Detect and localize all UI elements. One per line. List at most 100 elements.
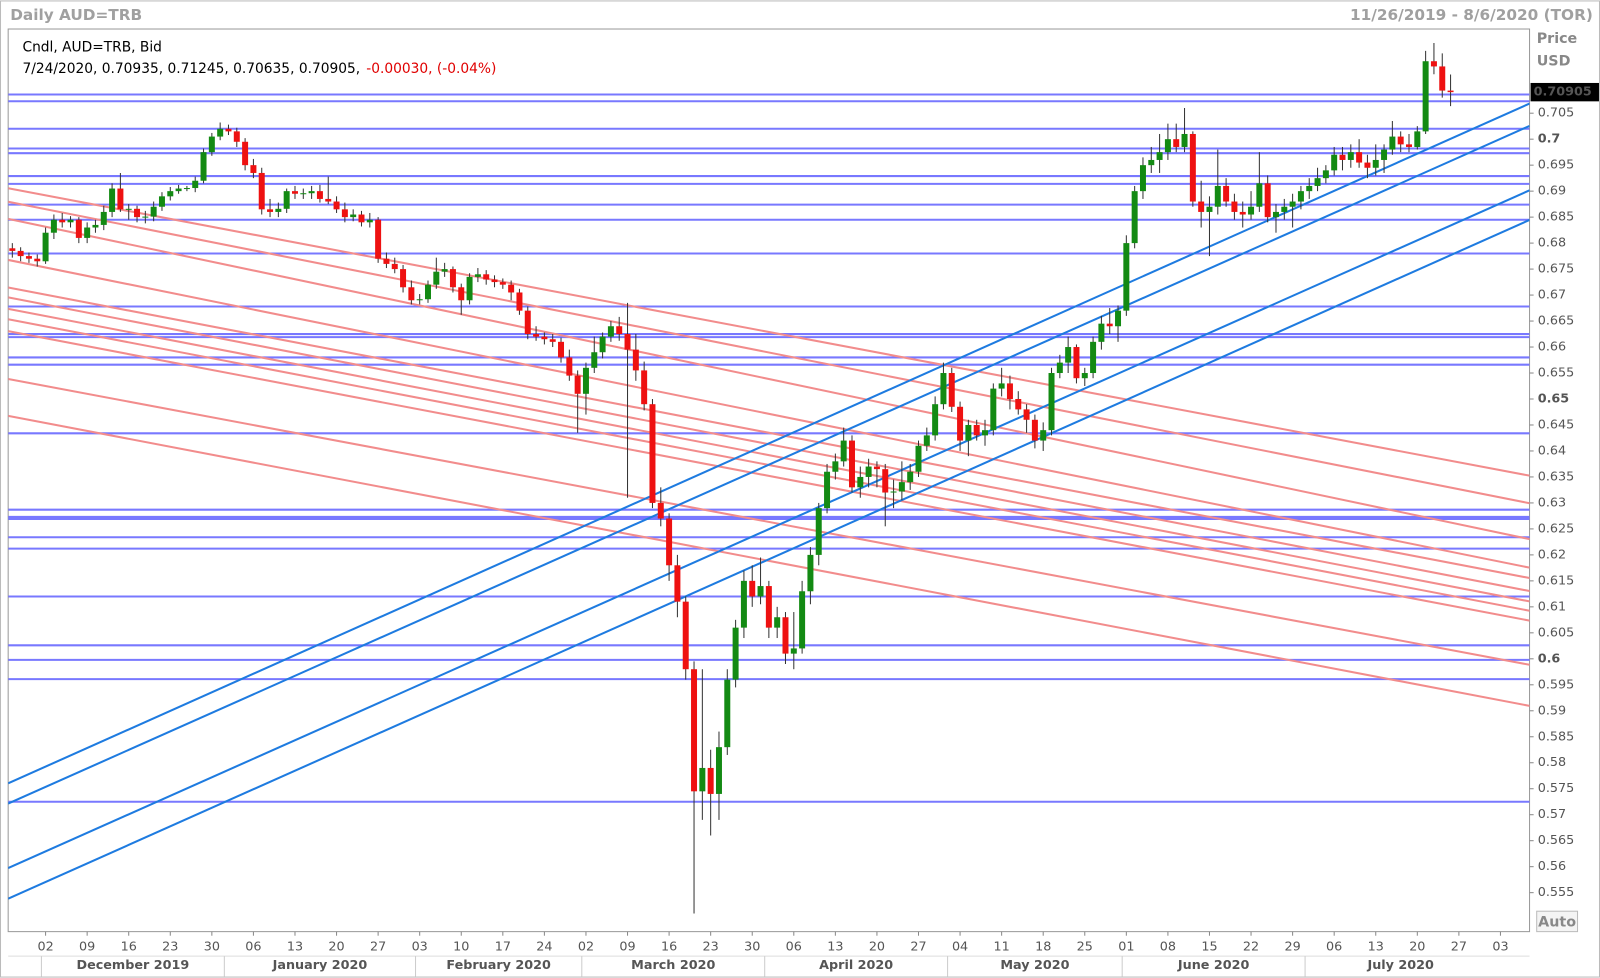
candle-body [582,367,589,394]
candle-body [491,279,498,283]
y-tick-label: 0.675 [1538,262,1575,277]
y-tick-label: 0.585 [1538,729,1575,744]
trend-line [8,124,1530,805]
candle-body [167,191,174,197]
trend-line [8,189,1530,869]
y-tick-label: 0.69 [1538,184,1566,199]
x-tick-label: 24 [536,939,552,954]
y-tick-label: 0.705 [1538,106,1575,121]
x-tick-label: 10 [453,939,469,954]
candle-body [1156,152,1163,160]
candle-body [1048,373,1055,431]
x-tick-label: 27 [370,939,386,954]
candle-body [699,767,706,792]
candle-body [782,617,789,654]
y-tick-label: 0.67 [1538,288,1566,303]
candle-body [291,191,298,194]
candle-body [965,424,972,441]
legend-title: Cndl, AUD=TRB, Bid [22,39,161,55]
candle-body [516,292,523,311]
candle-body [300,193,307,195]
y-tick-label: 0.56 [1538,859,1566,874]
y-tick-label: 0.65 [1538,391,1569,406]
candle-body [449,269,456,288]
x-tick-label: 17 [495,939,511,954]
candle-body [1397,136,1404,145]
month-label: February 2020 [446,958,551,973]
candle-body [466,276,473,301]
candle-body [217,128,224,137]
candle-body [632,349,639,371]
trend-line [8,330,1530,622]
candle-body [1098,323,1105,342]
candle-body [932,404,939,436]
candle-body [558,341,565,358]
x-tick-label: 30 [744,939,760,954]
candle-body [84,227,91,238]
auto-button[interactable] [1536,910,1579,933]
x-tick-label: 11 [994,939,1010,954]
y-tick-label: 0.615 [1538,573,1575,588]
candle-body [100,211,107,225]
candle-body [508,284,515,293]
candle-body [242,141,249,166]
candle-body [283,191,290,209]
candle-body [749,580,756,597]
month-label: December 2019 [77,958,190,973]
x-tick-label: 23 [703,939,719,954]
candle-body [366,219,373,223]
candle-body [1347,152,1354,160]
candle-body [125,208,132,210]
y-tick-label: 0.655 [1538,366,1575,381]
candle-body [1198,201,1205,212]
y-tick-label: 0.61 [1538,599,1566,614]
trend-line [8,258,1530,569]
candle-body [1031,419,1038,441]
x-tick-label: 16 [121,939,137,954]
candle-body [416,299,423,301]
candle-body [59,219,66,223]
candle-body [350,214,357,218]
candles [9,43,1454,914]
auto-button-label[interactable]: Auto [1538,914,1576,930]
candle-body [333,201,340,210]
candle-body [1331,154,1338,171]
candle-body [1131,191,1138,244]
candle-body [183,188,190,190]
x-tick-label: 20 [328,939,344,954]
candle-body [358,214,365,223]
candle-body [840,440,847,462]
candle-body [1164,139,1171,153]
trend-line [8,200,1530,505]
month-label: January 2020 [272,958,368,973]
candle-body [882,469,889,493]
candle-body [898,482,905,492]
y-tick-label: 0.575 [1538,781,1575,796]
candle-body [799,591,806,649]
x-tick-label: 09 [619,939,635,954]
candle-body [1364,162,1371,168]
candle-body [499,282,506,285]
candle-body [591,352,598,368]
candle-body [907,471,914,483]
x-tick-label: 13 [1368,939,1384,954]
candle-body [1314,178,1321,186]
candle-body [483,274,490,280]
x-tick-label: 06 [786,939,802,954]
candle-body [790,648,797,654]
candle-body [873,466,880,470]
candle-body [948,373,955,407]
candle-body [1372,159,1379,168]
x-tick-label: 02 [578,939,594,954]
candle-body [192,180,199,189]
candle-body [574,375,581,394]
y-tick-label: 0.645 [1538,417,1575,432]
x-tick-label: 06 [245,939,261,954]
y-tick-label: 0.685 [1538,210,1575,225]
candle-body [441,269,448,272]
y-axis-label: Price [1537,31,1578,47]
candle-body [92,224,99,228]
x-tick-label: 16 [661,939,677,954]
candle-body [998,383,1005,389]
candle-body [707,767,714,794]
